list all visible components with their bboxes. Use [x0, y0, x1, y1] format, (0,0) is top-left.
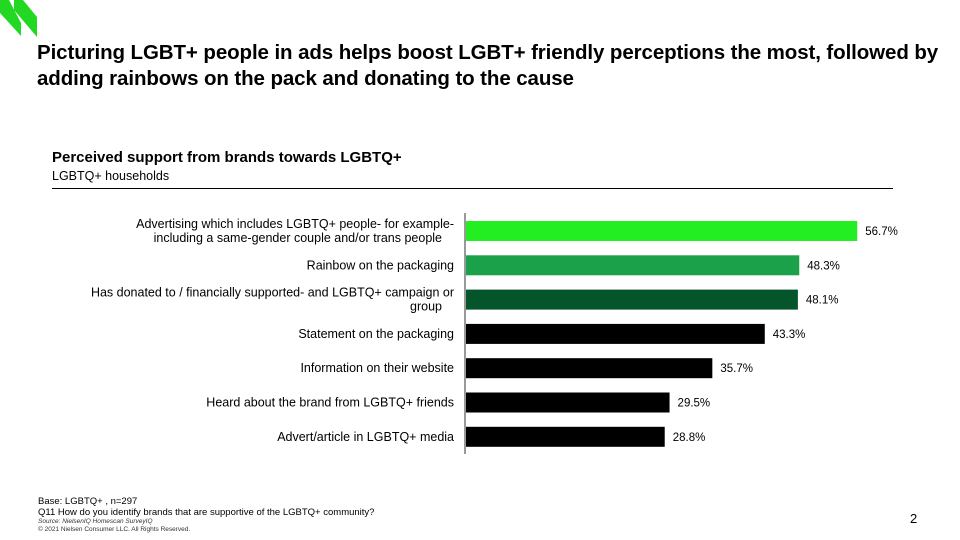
category-label-7: Advert/article in LGBTQ+ media: [277, 430, 454, 444]
footnote-source: Source: NielsenIQ Homescan SurveyIQ: [38, 518, 153, 525]
footnote-copyright: © 2021 Nielsen Consumer LLC. All Rights …: [38, 526, 191, 533]
bar-3: [466, 289, 798, 310]
value-label-5: 35.7%: [720, 363, 753, 375]
bar-4: [466, 323, 765, 344]
value-label-2: 48.3%: [807, 260, 840, 272]
value-label-3: 48.1%: [806, 295, 839, 307]
bar-7: [466, 426, 665, 447]
category-label-5: Information on their website: [300, 361, 454, 375]
bar-5: [466, 358, 713, 379]
bar-2: [466, 255, 800, 276]
category-label-4-line-1: Statement on the packaging: [298, 327, 454, 341]
category-label-1-line-2: including a same-gender couple and/or tr…: [154, 231, 442, 245]
chart-title: Perceived support from brands towards LG…: [52, 149, 402, 166]
page-number: 2: [910, 511, 918, 526]
value-label-4: 43.3%: [773, 329, 806, 341]
category-label-4: Statement on the packaging: [298, 327, 454, 341]
footnote-base: Base: LGBTQ+ , n=297: [38, 496, 138, 507]
footnote-question: Q11 How do you identify brands that are …: [38, 507, 375, 518]
logo-stripe-right: [14, 0, 37, 37]
value-label-7: 28.8%: [673, 432, 706, 444]
category-label-3-line-2: group: [410, 300, 442, 314]
category-label-1-line-1: Advertising which includes LGBTQ+ people…: [136, 217, 454, 231]
double-chevron-logo-icon: [0, 0, 37, 37]
value-label-6: 29.5%: [678, 398, 711, 410]
category-label-5-line-1: Information on their website: [300, 361, 454, 375]
category-label-7-line-1: Advert/article in LGBTQ+ media: [277, 430, 454, 444]
category-label-3-line-1: Has donated to / financially supported- …: [91, 286, 454, 300]
title-divider: [52, 188, 893, 189]
value-label-1: 56.7%: [865, 226, 898, 238]
category-label-6-line-1: Heard about the brand from LGBTQ+ friend…: [206, 396, 454, 410]
category-label-1: Advertising which includes LGBTQ+ people…: [136, 217, 454, 245]
logo-stripe-left: [0, 0, 21, 36]
chart-subtitle: LGBTQ+ households: [52, 169, 170, 183]
category-label-2-line-1: Rainbow on the packaging: [307, 258, 454, 272]
category-label-6: Heard about the brand from LGBTQ+ friend…: [206, 396, 454, 410]
category-label-2: Rainbow on the packaging: [307, 258, 454, 272]
slide-headline: Picturing LGBT+ people in ads helps boos…: [37, 41, 939, 90]
category-label-3: Has donated to / financially supported- …: [91, 286, 454, 314]
bar-1: [466, 221, 858, 241]
bar-6: [466, 392, 670, 413]
